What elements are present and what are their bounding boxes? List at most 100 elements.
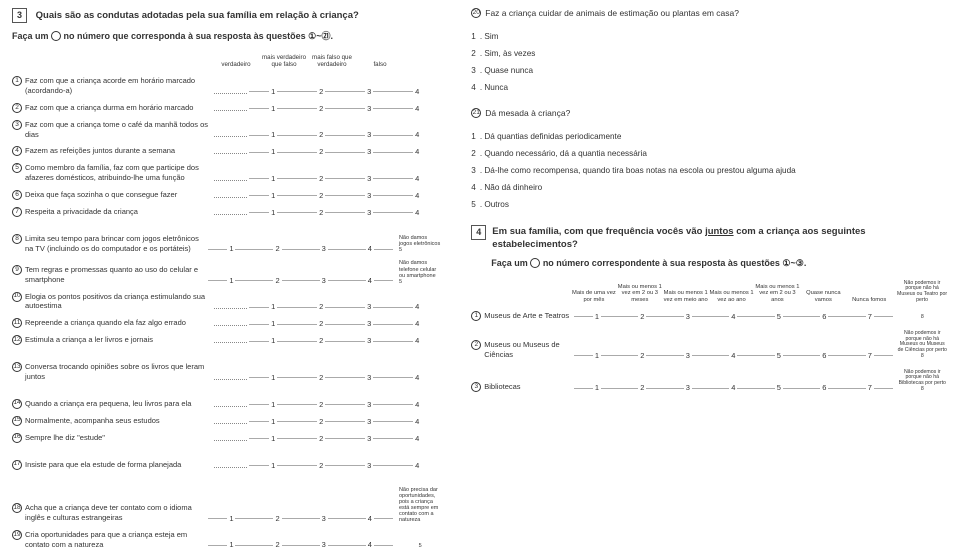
scale-option[interactable]: 2 bbox=[297, 461, 345, 470]
scale-option[interactable]: 2 bbox=[254, 514, 300, 523]
scale-option[interactable]: 1 bbox=[574, 383, 619, 392]
scale-option[interactable]: 3 bbox=[345, 400, 393, 409]
scale-option[interactable]: 4 bbox=[393, 302, 441, 311]
scale-option[interactable]: 2 bbox=[620, 351, 665, 360]
scale-option[interactable]: 3 bbox=[345, 336, 393, 345]
scale-option[interactable]: 7 bbox=[847, 312, 892, 321]
scale-option[interactable]: 1 bbox=[249, 417, 297, 426]
option-line[interactable]: 2. Sim, às vezes bbox=[471, 49, 948, 58]
scale-option[interactable]: 4 bbox=[393, 434, 441, 443]
scale-option[interactable]: 1 bbox=[249, 461, 297, 470]
scale-option[interactable]: 1 bbox=[574, 312, 619, 321]
scale-option[interactable]: 3 bbox=[345, 208, 393, 217]
scale-option[interactable]: 3 bbox=[345, 319, 393, 328]
scale-option[interactable]: 4 bbox=[711, 383, 756, 392]
scale-option[interactable]: 3 bbox=[345, 461, 393, 470]
option-line[interactable]: 2. Quando necessário, dá a quantia neces… bbox=[471, 149, 948, 158]
scale-option[interactable]: 4 bbox=[393, 319, 441, 328]
scale-option[interactable]: 3 bbox=[345, 174, 393, 183]
scale-option[interactable]: 3 bbox=[345, 130, 393, 139]
scale-option[interactable]: 7 bbox=[847, 351, 892, 360]
scale-option[interactable]: 5 bbox=[756, 351, 801, 360]
scale-option[interactable]: 7 bbox=[847, 383, 892, 392]
option-line[interactable]: 3. Dá-lhe como recompensa, quando tira b… bbox=[471, 166, 948, 175]
scale-option[interactable]: 1 bbox=[249, 319, 297, 328]
option-line[interactable]: 4. Não dá dinheiro bbox=[471, 183, 948, 192]
scale-option[interactable]: 1 bbox=[249, 174, 297, 183]
scale-option[interactable]: 1 bbox=[249, 87, 297, 96]
scale-option[interactable]: 3 bbox=[345, 434, 393, 443]
scale-option[interactable]: 2 bbox=[620, 312, 665, 321]
scale-option[interactable]: 2 bbox=[297, 104, 345, 113]
scale-option[interactable]: 2 bbox=[297, 174, 345, 183]
scale-option[interactable]: 3 bbox=[345, 302, 393, 311]
scale-option[interactable]: 4 bbox=[393, 130, 441, 139]
scale-option[interactable]: 3 bbox=[665, 312, 710, 321]
scale-option[interactable]: 2 bbox=[297, 302, 345, 311]
scale-option[interactable]: 2 bbox=[297, 130, 345, 139]
option-line[interactable]: 1. Dá quantias definidas periodicamente bbox=[471, 132, 948, 141]
scale-option[interactable]: 6 bbox=[802, 351, 847, 360]
scale-option[interactable]: 2 bbox=[620, 383, 665, 392]
scale-option[interactable]: 1 bbox=[208, 514, 254, 523]
scale-option[interactable]: 4 bbox=[393, 147, 441, 156]
option-line[interactable]: 3. Quase nunca bbox=[471, 66, 948, 75]
scale-option[interactable]: 2 bbox=[297, 319, 345, 328]
scale-option[interactable]: 2 bbox=[254, 276, 300, 285]
scale-option[interactable]: 1 bbox=[208, 276, 254, 285]
scale-option[interactable]: 4 bbox=[393, 174, 441, 183]
scale-option[interactable]: 4 bbox=[393, 400, 441, 409]
scale-option[interactable]: 3 bbox=[665, 383, 710, 392]
scale-option[interactable]: 4 bbox=[393, 336, 441, 345]
scale-option[interactable]: 1 bbox=[249, 208, 297, 217]
scale-option[interactable]: 4 bbox=[393, 461, 441, 470]
scale-option[interactable]: 4 bbox=[711, 312, 756, 321]
scale-option[interactable]: 1 bbox=[208, 244, 254, 253]
scale-option[interactable]: 1 bbox=[249, 373, 297, 382]
option-line[interactable]: 1. Sim bbox=[471, 32, 948, 41]
scale-option[interactable]: 4 bbox=[711, 351, 756, 360]
scale-option[interactable]: 3 bbox=[345, 373, 393, 382]
scale-option[interactable]: 2 bbox=[297, 434, 345, 443]
scale-option[interactable]: 1 bbox=[574, 351, 619, 360]
scale-option[interactable]: 4 bbox=[393, 373, 441, 382]
scale-option[interactable]: 4 bbox=[393, 104, 441, 113]
scale-option[interactable]: 6 bbox=[802, 383, 847, 392]
scale-option[interactable]: 3 bbox=[301, 276, 347, 285]
scale-option[interactable]: 1 bbox=[249, 147, 297, 156]
scale-option[interactable]: 2 bbox=[297, 87, 345, 96]
scale-option[interactable]: 1 bbox=[249, 336, 297, 345]
scale-option[interactable]: 3 bbox=[345, 191, 393, 200]
scale-option[interactable]: 2 bbox=[297, 373, 345, 382]
scale-option[interactable]: 1 bbox=[249, 104, 297, 113]
scale-option[interactable]: 2 bbox=[297, 336, 345, 345]
scale-option[interactable]: 3 bbox=[301, 244, 347, 253]
scale-option[interactable]: 1 bbox=[249, 130, 297, 139]
scale-option[interactable]: 4 bbox=[347, 244, 393, 253]
scale-option[interactable]: 1 bbox=[249, 302, 297, 311]
scale-option[interactable]: 6 bbox=[802, 312, 847, 321]
scale-option[interactable]: 3 bbox=[345, 104, 393, 113]
scale-option[interactable]: 1 bbox=[249, 191, 297, 200]
scale-option[interactable]: 2 bbox=[297, 147, 345, 156]
scale-option[interactable]: 2 bbox=[297, 417, 345, 426]
scale-option[interactable]: 2 bbox=[297, 191, 345, 200]
scale-option[interactable]: 3 bbox=[301, 514, 347, 523]
scale-option[interactable]: 1 bbox=[249, 400, 297, 409]
scale-option[interactable]: 1 bbox=[249, 434, 297, 443]
scale-option[interactable]: 4 bbox=[393, 191, 441, 200]
scale-option[interactable]: 4 bbox=[393, 208, 441, 217]
scale-option[interactable]: 4 bbox=[347, 514, 393, 523]
scale-option[interactable]: 3 bbox=[345, 417, 393, 426]
scale-option[interactable]: 5 bbox=[756, 312, 801, 321]
scale-option[interactable]: 2 bbox=[297, 400, 345, 409]
scale-option[interactable]: 2 bbox=[297, 208, 345, 217]
scale-option[interactable]: 2 bbox=[254, 244, 300, 253]
scale-option[interactable]: 3 bbox=[345, 87, 393, 96]
option-line[interactable]: 5. Outros bbox=[471, 200, 948, 209]
scale-option[interactable]: 4 bbox=[393, 87, 441, 96]
option-line[interactable]: 4. Nunca bbox=[471, 83, 948, 92]
scale-option[interactable]: 4 bbox=[393, 417, 441, 426]
scale-option[interactable]: 3 bbox=[665, 351, 710, 360]
scale-option[interactable]: 4 bbox=[347, 276, 393, 285]
